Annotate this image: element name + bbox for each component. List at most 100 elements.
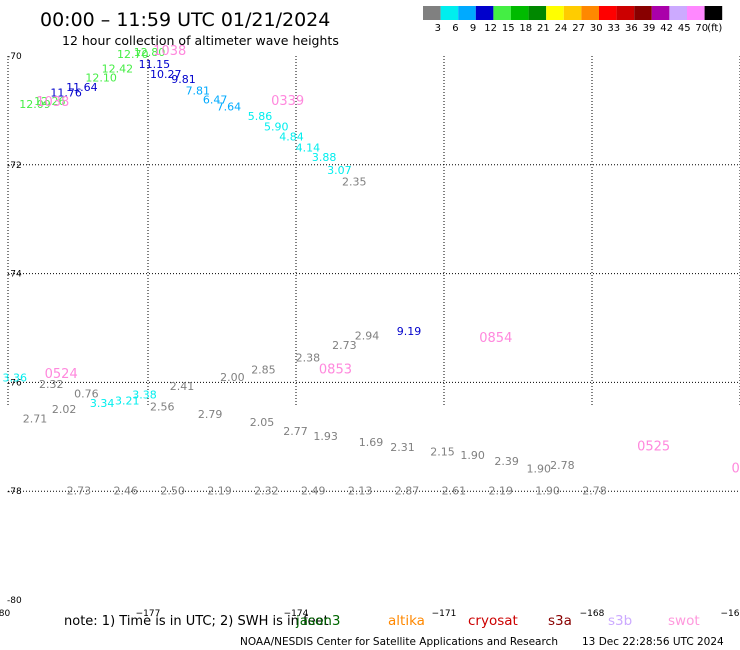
- lat-tick-label: -74: [7, 270, 22, 280]
- legend-swatch: [493, 6, 511, 20]
- satellite-legend: jason3 altika cryosat s3a s3b swot: [295, 613, 700, 629]
- satellite-legend-item: jason3: [295, 613, 340, 629]
- satellite-legend-item: s3b: [608, 613, 632, 629]
- swh-value-label: 1.90: [460, 449, 485, 462]
- legend-tick-label: 18: [519, 23, 532, 34]
- swh-value-label: 12.80: [134, 46, 166, 59]
- swh-value-label: 3.38: [132, 389, 157, 402]
- swh-value-label: 2.32: [39, 378, 64, 391]
- satellite-legend-item: cryosat: [468, 613, 518, 629]
- lon-tick-label: −168: [580, 609, 605, 619]
- swh-value-label: 2.13: [348, 484, 373, 497]
- legend-swatch: [651, 6, 670, 20]
- swh-value-label: 3.88: [312, 151, 337, 164]
- swh-value-label: 12.26: [34, 95, 66, 108]
- pass-time-label: 0339: [271, 94, 304, 109]
- legend-tick-label: 21: [537, 23, 550, 34]
- swh-value-label: 2.00: [220, 371, 245, 384]
- pass-time-label: 1038: [153, 44, 186, 59]
- pass-time-label: 0854: [479, 331, 512, 346]
- legend-tick-label: 24: [555, 23, 568, 34]
- swh-value-label: 2.35: [342, 175, 367, 188]
- lat-tick-label: -72: [7, 161, 22, 171]
- swh-value-label: 2.79: [198, 408, 223, 421]
- swh-value-label: 6.47: [203, 93, 228, 106]
- swh-value-label: 2.49: [301, 484, 326, 497]
- pass-time-labels: 1038 1038 0339 0524 0853 0854 0525 070: [36, 44, 740, 477]
- latitude-tick-labels: -70 -72 -74 -76 -78 -80: [7, 52, 22, 606]
- pass-time-label: 070: [732, 462, 740, 477]
- swh-value-label: 4.84: [279, 130, 304, 143]
- swh-value-label: 2.46: [114, 484, 139, 497]
- lat-tick-label: -78: [7, 487, 22, 497]
- pass-time-label: 0525: [637, 439, 670, 454]
- legend-tick-label: 27: [572, 23, 585, 34]
- swh-value-label: 12.42: [102, 62, 134, 75]
- swh-value-label: 2.77: [283, 425, 308, 438]
- legend-swatch: [546, 6, 564, 20]
- swh-value-label: 2.78: [582, 484, 607, 497]
- swh-value-label: 2.94: [355, 329, 380, 342]
- swh-value-label: 2.73: [67, 484, 92, 497]
- legend-tick-label: 6: [452, 23, 458, 34]
- swh-value-label: 1.93: [313, 430, 338, 443]
- legend-swatch: [669, 6, 687, 20]
- lon-tick-label: -180: [0, 609, 10, 619]
- lon-tick-label: −16: [721, 609, 740, 619]
- legend-swatch: [599, 6, 617, 20]
- swh-value-label: 12.10: [85, 72, 117, 85]
- swh-value-label: 11.76: [50, 86, 82, 99]
- legend-tick-label: 3: [435, 23, 441, 34]
- pass-time-label: 0524: [45, 367, 78, 382]
- swh-value-label: 2.19: [207, 484, 232, 497]
- swh-value-label: 2.73: [332, 339, 357, 352]
- legend-swatch: [581, 6, 599, 20]
- swh-value-label: 7.64: [217, 100, 242, 113]
- swh-value-label: 3.21: [115, 395, 140, 408]
- legend-swatch: [563, 6, 582, 20]
- swh-value-label: 9.19: [397, 325, 422, 338]
- legend-tick-label: 45: [678, 23, 691, 34]
- swh-value-label: 2.19: [488, 484, 513, 497]
- swh-value-label: 1.90: [535, 484, 560, 497]
- footer-note: note: 1) Time is in UTC; 2) SWH is in fe…: [64, 614, 329, 629]
- swh-value-label: 1.90: [526, 463, 551, 476]
- legend-swatch: [704, 6, 723, 20]
- swh-value-label: 2.50: [160, 484, 185, 497]
- swh-value-label: 11.64: [66, 81, 98, 94]
- swh-value-label: 2.05: [250, 416, 275, 429]
- swh-value-label: 2.85: [251, 364, 276, 377]
- swh-value-label: 12.70: [117, 48, 149, 61]
- legend-swatch: [458, 6, 476, 20]
- graticule-grid: [7, 56, 740, 492]
- swh-value-label: 5.86: [248, 110, 273, 123]
- swh-value-label: 1.69: [359, 436, 384, 449]
- swh-value-label: 2.71: [23, 413, 48, 426]
- legend-tick-label: 70: [695, 23, 708, 34]
- swh-value-label: 2.56: [150, 401, 175, 414]
- legend-tick-label: 12: [484, 23, 497, 34]
- swh-value-label: 11.15: [139, 58, 171, 71]
- pass-time-label: 0853: [319, 363, 352, 378]
- legend-swatch: [634, 6, 652, 20]
- legend-unit-label: (ft): [707, 23, 722, 34]
- swh-value-label: 0.76: [74, 388, 99, 401]
- lat-tick-label: -76: [7, 378, 22, 388]
- swh-value-label: 2.87: [395, 484, 420, 497]
- legend-swatch: [475, 6, 494, 20]
- swh-value-label: 7.81: [186, 85, 211, 98]
- legend-tick-label: 39: [643, 23, 656, 34]
- footer-timestamp: 13 Dec 22:28:56 UTC 2024: [582, 636, 724, 648]
- swh-value-label: 10.27: [150, 68, 182, 81]
- longitude-tick-labels: -180 −177 −174 −171 −168 −16: [0, 609, 740, 619]
- legend-tick-label: 30: [590, 23, 603, 34]
- swh-value-label: 12.09: [19, 98, 51, 111]
- pass-time-label: 1038: [36, 95, 69, 110]
- lat-tick-label: -80: [7, 596, 22, 606]
- lat-tick-label: -70: [7, 52, 22, 62]
- swh-value-label: 2.78: [550, 459, 575, 472]
- legend-tick-label: 33: [607, 23, 620, 34]
- swh-value-label: 3.34: [90, 397, 115, 410]
- satellite-legend-item: s3a: [548, 613, 572, 629]
- swh-value-label: 2.02: [52, 403, 77, 416]
